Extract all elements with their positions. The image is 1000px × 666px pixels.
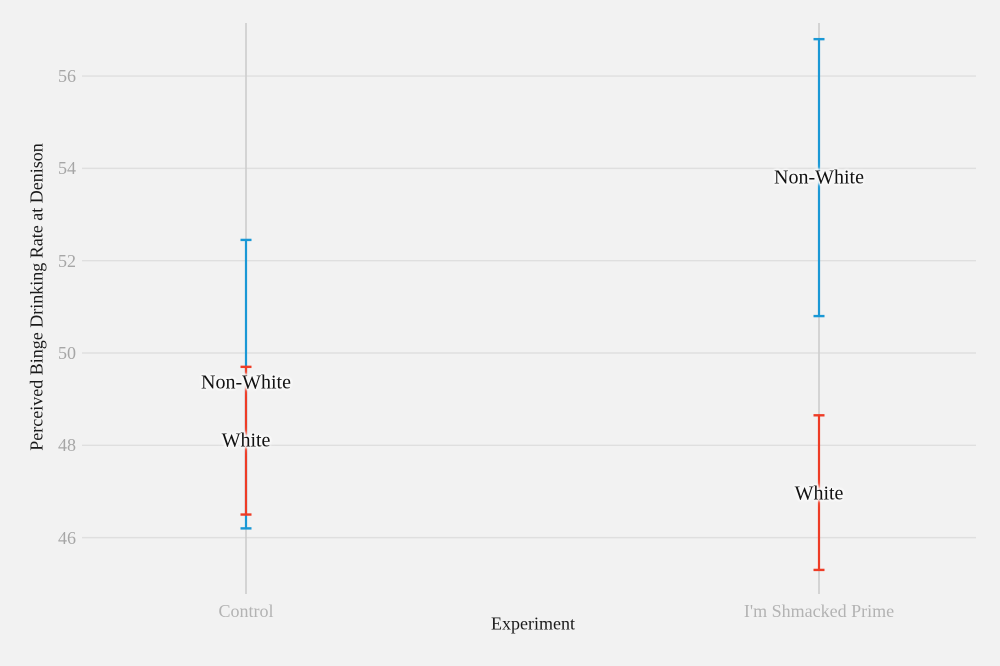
series-label-white-i-m-shmacked-prime: White <box>794 482 844 505</box>
y-tick-label-54: 54 <box>58 158 76 179</box>
y-tick-label-46: 46 <box>58 527 76 548</box>
y-tick-label-50: 50 <box>58 343 76 363</box>
series-label-white-control: White <box>221 429 271 452</box>
y-tick-label-48: 48 <box>58 435 76 456</box>
series-label-non-white-i-m-shmacked-prime: Non-White <box>774 166 864 189</box>
x-axis-title: Experiment <box>491 613 575 634</box>
y-tick-label-56: 56 <box>58 66 76 87</box>
x-tick-label-0: Control <box>218 601 274 621</box>
x-tick-label-1: I'm Shmacked Prime <box>743 601 895 621</box>
y-tick-label-52: 52 <box>58 250 76 271</box>
series-label-non-white-control: Non-White <box>201 371 291 394</box>
y-axis-title: Perceived Binge Drinking Rate at Denison <box>26 143 47 451</box>
